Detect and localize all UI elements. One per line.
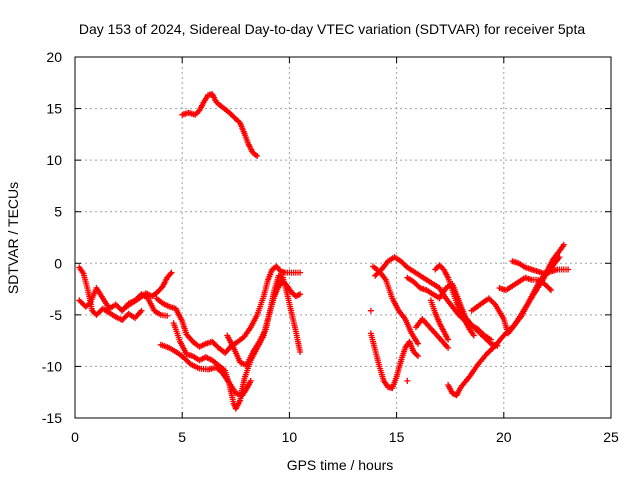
series-arc-15	[432, 262, 477, 339]
data-point-markers	[76, 264, 145, 323]
data-point-markers	[432, 262, 477, 339]
y-tick-label: 0	[54, 255, 62, 271]
data-point-markers	[427, 297, 452, 343]
x-axis-label: GPS time / hours	[287, 457, 394, 473]
y-tick-label: 15	[46, 101, 62, 117]
axis-ticks: 0 5 10 15 20 25 -15 -10 -5 0 5 10 15 20	[42, 49, 619, 445]
x-tick-label: 0	[71, 429, 79, 445]
data-point-markers	[496, 274, 554, 294]
series-arc-19	[496, 274, 554, 294]
series-arc-10	[367, 330, 421, 392]
series-arc-14	[427, 297, 452, 343]
x-tick-label: 5	[178, 429, 186, 445]
y-tick-label: 20	[46, 49, 62, 65]
x-tick-label: 10	[282, 429, 298, 445]
series-arc-3	[123, 269, 175, 310]
data-point-markers	[367, 330, 421, 392]
series-arc-4	[153, 263, 304, 356]
y-tick-label: 10	[46, 152, 62, 168]
chart-title: Day 153 of 2024, Sidereal Day-to-day VTE…	[79, 21, 586, 37]
series-arc-1	[76, 264, 145, 323]
y-tick-label: -5	[50, 307, 63, 323]
x-tick-label: 25	[603, 429, 619, 445]
y-tick-label: -10	[42, 358, 62, 374]
y-tick-label: 5	[54, 204, 62, 220]
data-point-markers	[153, 263, 304, 356]
series-arc-18	[509, 258, 572, 277]
x-tick-label: 20	[496, 429, 512, 445]
plot-frame	[74, 56, 612, 419]
data-points	[76, 91, 572, 412]
series-arc-8	[262, 278, 304, 331]
x-tick-label: 15	[389, 429, 405, 445]
data-point-markers	[262, 278, 304, 331]
data-point-markers	[367, 307, 452, 384]
data-point-markers	[509, 258, 572, 277]
series-arc-9	[179, 91, 261, 159]
data-point-markers	[179, 91, 261, 159]
y-axis-label: SDTVAR / TECUs	[5, 182, 21, 294]
data-point-markers	[123, 269, 175, 310]
y-tick-label: -15	[42, 410, 62, 426]
series-arc-20	[367, 307, 452, 384]
